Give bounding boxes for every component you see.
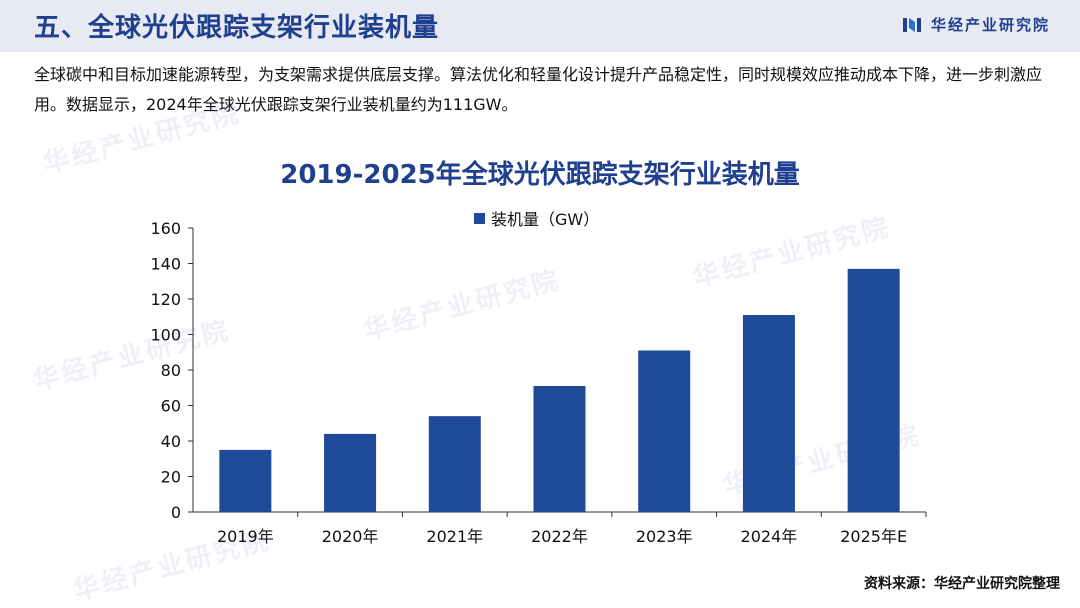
bar <box>324 433 377 512</box>
y-tick-label: 40 <box>161 432 181 451</box>
legend-label: 装机量（GW） <box>491 210 600 229</box>
bar <box>638 350 691 512</box>
bar <box>533 385 586 512</box>
chart-title: 2019-2025年全球光伏跟踪支架行业装机量 <box>280 160 800 190</box>
bar <box>742 314 795 512</box>
bar <box>219 449 272 512</box>
y-tick-label: 160 <box>150 219 181 238</box>
chart-legend: 装机量（GW） <box>474 206 599 230</box>
x-tick-label: 2020年 <box>322 527 379 546</box>
y-tick-label: 120 <box>150 290 181 309</box>
y-tick-label: 80 <box>161 361 181 380</box>
x-tick-label: 2022年 <box>531 527 588 546</box>
description-text: 全球碳中和目标加速能源转型，为支架需求提供底层支撑。算法优化和轻量化设计提升产品… <box>34 65 1043 114</box>
y-tick-label: 140 <box>150 255 181 274</box>
brand-logo-icon <box>902 17 921 32</box>
x-tick-label: 2023年 <box>636 527 693 546</box>
header-bar: 五、全球光伏跟踪支架行业装机量 华经产业研究院 <box>0 0 1080 52</box>
y-tick-label: 20 <box>161 468 181 487</box>
y-tick-label: 0 <box>171 503 181 522</box>
x-tick-label: 2024年 <box>741 527 798 546</box>
x-tick-label: 2021年 <box>426 527 483 546</box>
brand-name: 华经产业研究院 <box>930 16 1050 34</box>
bar <box>428 416 481 512</box>
bar <box>847 268 900 512</box>
brand: 华经产业研究院 <box>902 14 1050 35</box>
legend-swatch <box>474 212 485 224</box>
source-note: 资料来源：华经产业研究院整理 <box>864 576 1060 592</box>
y-tick-label: 100 <box>150 326 181 345</box>
x-tick-label: 2025年E <box>840 527 907 546</box>
page-title: 五、全球光伏跟踪支架行业装机量 <box>34 13 440 43</box>
y-tick-label: 60 <box>161 397 181 416</box>
x-tick-label: 2019年 <box>217 527 274 546</box>
